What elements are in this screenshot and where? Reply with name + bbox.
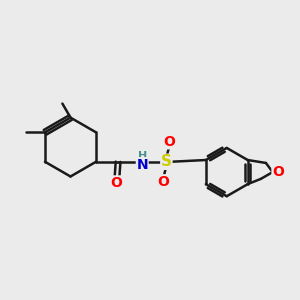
Text: N: N <box>136 158 148 172</box>
Text: O: O <box>158 175 169 189</box>
Text: O: O <box>111 176 122 190</box>
Text: S: S <box>161 154 172 169</box>
Text: O: O <box>164 135 175 149</box>
Text: O: O <box>272 165 284 179</box>
Text: H: H <box>138 152 147 161</box>
